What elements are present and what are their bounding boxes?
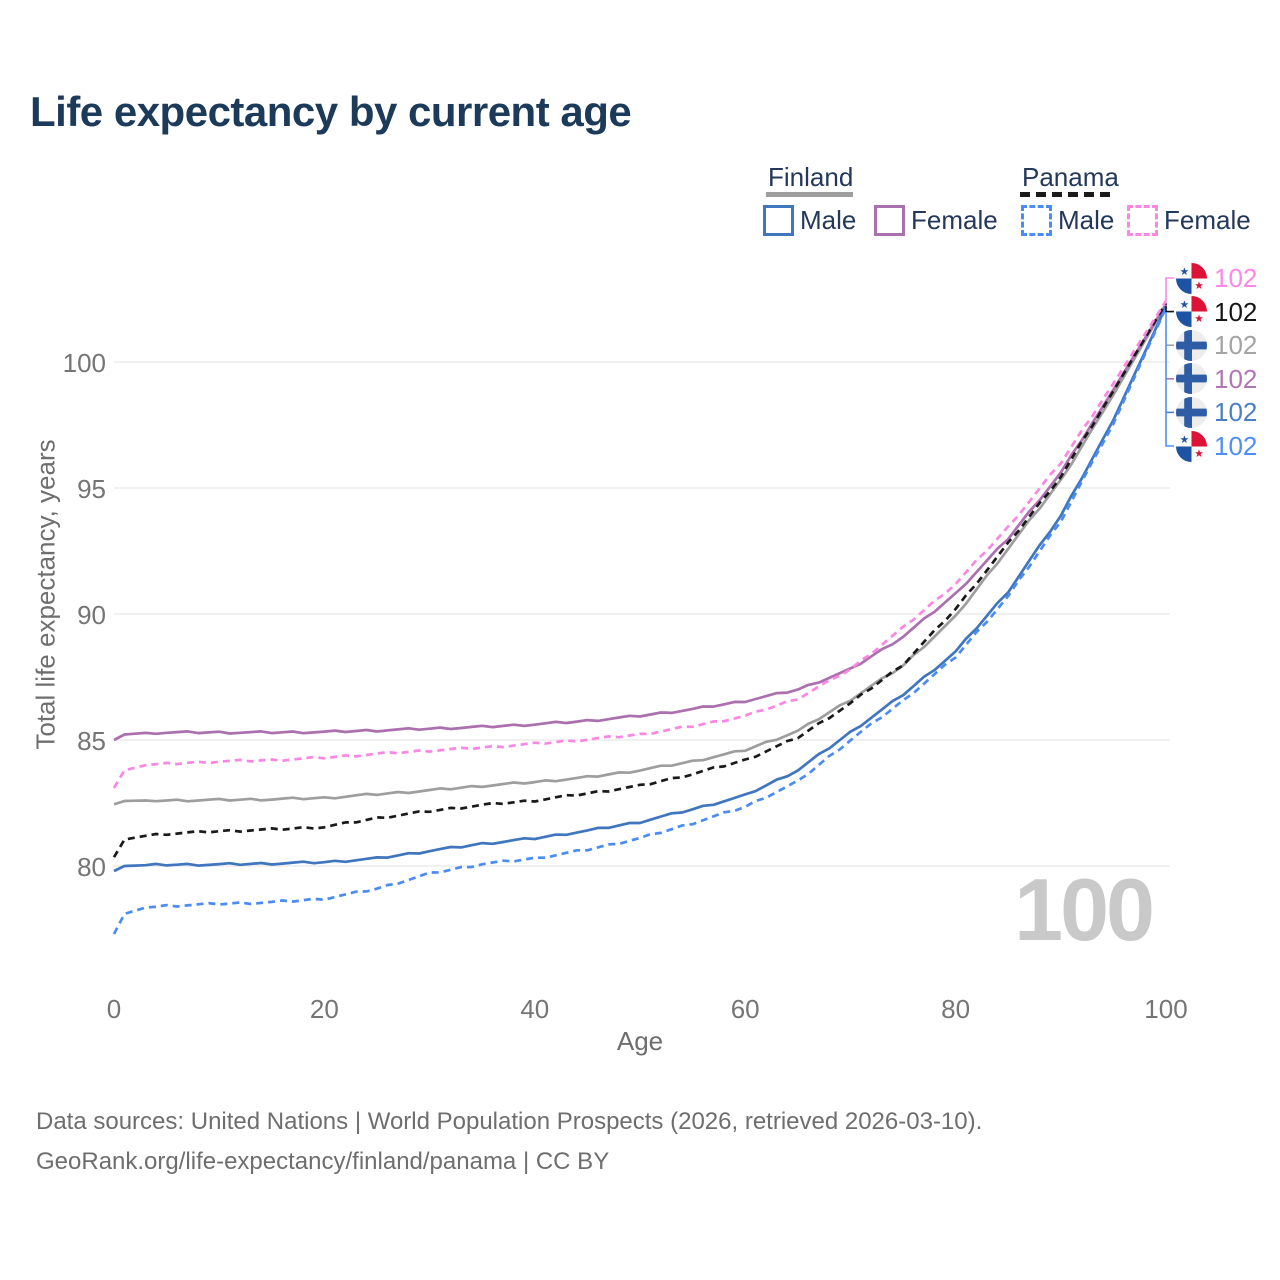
end-value: 102 bbox=[1214, 363, 1258, 394]
legend-panama-label[interactable]: Panama bbox=[1022, 162, 1119, 192]
series-line-panama-female bbox=[112, 300, 1168, 789]
end-value: 102 bbox=[1214, 397, 1258, 428]
end-label-finland-male: 102 bbox=[1176, 396, 1257, 428]
panama-flag-icon bbox=[1176, 431, 1207, 462]
end-label-panama-male: 102 bbox=[1176, 430, 1257, 462]
legend-panama-female-swatch[interactable] bbox=[1127, 205, 1158, 236]
finland-flag-icon bbox=[1176, 330, 1207, 361]
legend-panama-male-label[interactable]: Male bbox=[1058, 205, 1115, 235]
x-tick-20: 20 bbox=[309, 994, 339, 1024]
end-label-panama: 102 bbox=[1176, 296, 1257, 328]
legend-panama-female-label[interactable]: Female bbox=[1164, 205, 1251, 235]
leader-line bbox=[1165, 277, 1174, 302]
panama-flag-icon bbox=[1176, 263, 1207, 294]
footer-attribution: GeoRank.org/life-expectancy/finland/pana… bbox=[36, 1148, 610, 1175]
end-value: 102 bbox=[1214, 263, 1258, 293]
finland-flag-icon bbox=[1176, 397, 1207, 428]
x-tick-80: 80 bbox=[941, 994, 971, 1024]
legend-finland-female-swatch[interactable] bbox=[874, 205, 905, 236]
x-tick-60: 60 bbox=[730, 994, 760, 1024]
legend-finland-label[interactable]: Finland bbox=[768, 162, 854, 192]
legend-panama-line-swatch bbox=[1020, 192, 1112, 197]
x-tick-40: 40 bbox=[520, 994, 550, 1024]
series-line-finland bbox=[113, 303, 1168, 806]
leader-line bbox=[1165, 306, 1174, 313]
end-label-finland: 102 bbox=[1176, 329, 1257, 361]
series-line-finland-female bbox=[113, 303, 1168, 742]
end-label-finland-female: 102 bbox=[1176, 363, 1257, 395]
chart-legend: Finland Male Female Panama Male Female bbox=[0, 0, 1280, 250]
y-tick-80: 80 bbox=[77, 852, 106, 882]
end-value: 102 bbox=[1214, 330, 1258, 361]
y-tick-100: 100 bbox=[62, 348, 106, 378]
end-value: 102 bbox=[1214, 296, 1258, 327]
legend-panama-male-swatch[interactable] bbox=[1021, 205, 1052, 236]
series-line-panama-male bbox=[112, 307, 1168, 935]
x-tick-100: 100 bbox=[1144, 994, 1188, 1024]
end-label-panama-female: 102 bbox=[1176, 262, 1257, 294]
age-counter-watermark: 100 bbox=[1014, 860, 1155, 959]
series-line-panama bbox=[112, 302, 1168, 858]
footer-data-sources: Data sources: United Nations | World Pop… bbox=[36, 1108, 983, 1135]
x-tick-0: 0 bbox=[106, 994, 122, 1024]
y-tick-95: 95 bbox=[77, 474, 106, 504]
series-line-finland-male bbox=[113, 306, 1168, 873]
end-value: 102 bbox=[1214, 431, 1258, 461]
legend-finland-female-label[interactable]: Female bbox=[911, 205, 998, 235]
legend-finland-line-swatch bbox=[766, 192, 853, 197]
panama-flag-icon bbox=[1176, 296, 1207, 327]
finland-flag-icon bbox=[1176, 363, 1207, 394]
y-tick-85: 85 bbox=[77, 726, 106, 756]
x-axis-title: Age bbox=[616, 1026, 664, 1056]
legend-finland-male-label[interactable]: Male bbox=[800, 205, 857, 235]
leader-line bbox=[1165, 312, 1174, 447]
y-tick-90: 90 bbox=[77, 600, 106, 630]
legend-finland-male-swatch[interactable] bbox=[763, 205, 794, 236]
page-title: Life expectancy by current age bbox=[30, 88, 632, 135]
